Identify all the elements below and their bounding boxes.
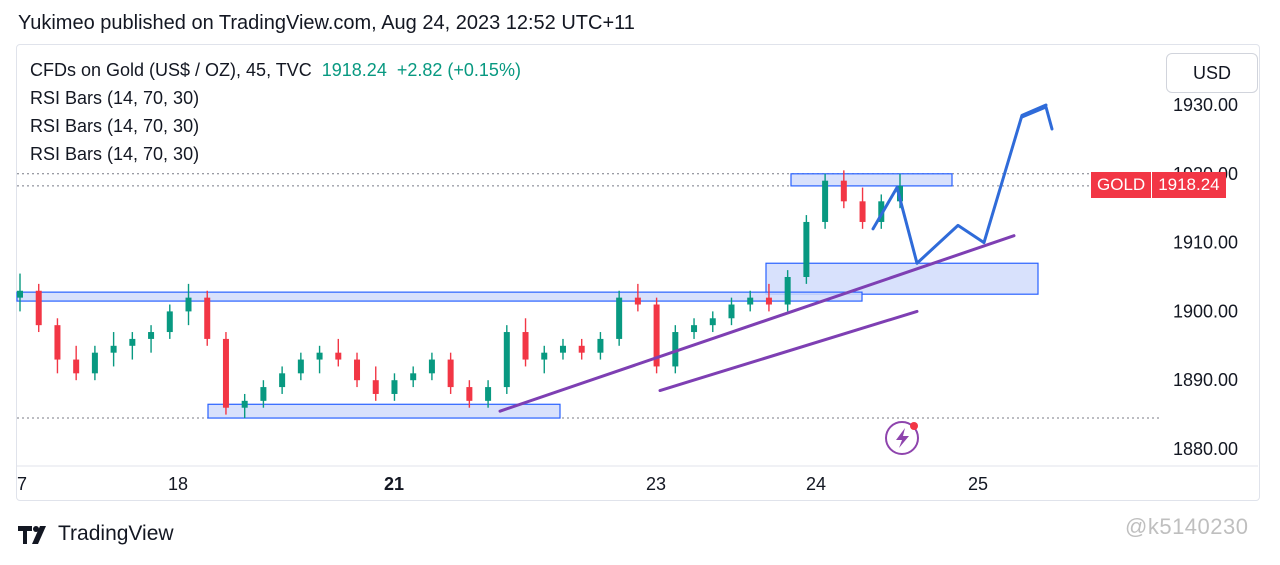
price-tag-value: 1918.24 bbox=[1152, 172, 1226, 198]
y-tick-label: 1880.00 bbox=[1173, 439, 1238, 459]
candle-body bbox=[166, 311, 173, 333]
symbol-title: CFDs on Gold (US$ / OZ), 45, TVC bbox=[30, 60, 312, 80]
candle-body bbox=[691, 325, 698, 333]
y-tick-label: 1900.00 bbox=[1173, 301, 1238, 321]
candle-body bbox=[73, 359, 80, 374]
candle-body bbox=[634, 297, 641, 305]
candle-body bbox=[803, 221, 810, 277]
candle-body bbox=[35, 290, 42, 326]
indicator-legend-1[interactable]: RSI Bars (14, 70, 30) bbox=[30, 88, 200, 108]
tradingview-logo[interactable]: TradingView bbox=[18, 522, 174, 546]
zone-box bbox=[790, 173, 953, 187]
publisher-line: Yukimeo published on TradingView.com, Au… bbox=[18, 12, 635, 34]
notification-dot bbox=[910, 422, 918, 430]
candle-body bbox=[559, 345, 566, 353]
x-tick-label: 21 bbox=[384, 474, 404, 494]
candle-body bbox=[765, 297, 772, 305]
candle-body bbox=[616, 297, 623, 339]
candle-body bbox=[204, 297, 211, 339]
candle-body bbox=[410, 373, 417, 381]
y-tick-label: 1890.00 bbox=[1173, 370, 1238, 390]
y-tick-label: 1930.00 bbox=[1173, 95, 1238, 115]
candle-body bbox=[260, 387, 267, 401]
zone-box bbox=[207, 403, 561, 419]
x-tick-label: 18 bbox=[168, 474, 188, 494]
candle-body bbox=[597, 338, 604, 353]
brand-name: TradingView bbox=[58, 522, 174, 545]
candle-body bbox=[241, 400, 248, 408]
candle-body bbox=[485, 387, 492, 401]
candle-body bbox=[185, 297, 192, 312]
symbol-legend[interactable]: CFDs on Gold (US$ / OZ), 45, TVC 1918.24… bbox=[30, 60, 521, 81]
candle-body bbox=[522, 332, 529, 360]
candle-body bbox=[747, 297, 754, 305]
candle-body bbox=[503, 332, 510, 388]
x-tick-label: 24 bbox=[806, 474, 826, 494]
projection-arrow-head bbox=[1020, 105, 1054, 131]
candle-body bbox=[653, 304, 660, 367]
candle-body bbox=[466, 387, 473, 401]
x-tick-label: 23 bbox=[646, 474, 666, 494]
watermark: @k5140230 bbox=[1125, 514, 1249, 539]
price-change: +2.82 (+0.15%) bbox=[396, 60, 521, 80]
chart-frame bbox=[16, 44, 1260, 501]
last-price: 1918.24 bbox=[321, 60, 387, 80]
candle-body bbox=[279, 373, 286, 388]
candle-body bbox=[541, 352, 548, 360]
candle-body bbox=[110, 345, 117, 353]
candle-body bbox=[447, 359, 454, 388]
candle-body bbox=[316, 352, 323, 360]
candle-body bbox=[129, 338, 136, 346]
currency-button[interactable]: USD bbox=[1166, 53, 1258, 93]
lightning-bolt-glyph bbox=[896, 428, 909, 448]
candle-body bbox=[91, 352, 98, 374]
tradingview-logo-icon bbox=[18, 526, 46, 544]
indicator-legend-3[interactable]: RSI Bars (14, 70, 30) bbox=[30, 144, 200, 164]
trendline bbox=[498, 234, 1016, 413]
x-tick-label: 7 bbox=[17, 474, 27, 494]
candle-body bbox=[822, 180, 829, 222]
candle-body bbox=[54, 325, 61, 360]
last-price-tag: GOLD 1918.24 bbox=[1091, 172, 1226, 198]
zone-box bbox=[16, 291, 863, 302]
price-tag-symbol: GOLD bbox=[1091, 172, 1153, 198]
candle-body bbox=[428, 359, 435, 374]
x-tick-label: 25 bbox=[968, 474, 988, 494]
candle-body bbox=[335, 352, 342, 360]
candle-body bbox=[840, 180, 847, 202]
candle-body bbox=[354, 359, 361, 381]
y-tick-label: 1910.00 bbox=[1173, 233, 1238, 253]
candle-body bbox=[297, 359, 304, 374]
candle-body bbox=[672, 332, 679, 367]
trendline bbox=[658, 309, 919, 393]
candle-body bbox=[391, 380, 398, 394]
indicator-legend-2[interactable]: RSI Bars (14, 70, 30) bbox=[30, 116, 200, 136]
candle-body bbox=[17, 290, 23, 298]
candle-body bbox=[372, 380, 379, 394]
candle-body bbox=[578, 345, 585, 353]
candle-body bbox=[222, 338, 229, 408]
candle-body bbox=[859, 201, 866, 222]
zone-box bbox=[765, 262, 1039, 295]
projection-path bbox=[871, 103, 1048, 265]
candle-body bbox=[709, 318, 716, 326]
candle-body bbox=[784, 277, 791, 305]
candle-body bbox=[148, 332, 155, 339]
candle-body bbox=[728, 304, 735, 319]
